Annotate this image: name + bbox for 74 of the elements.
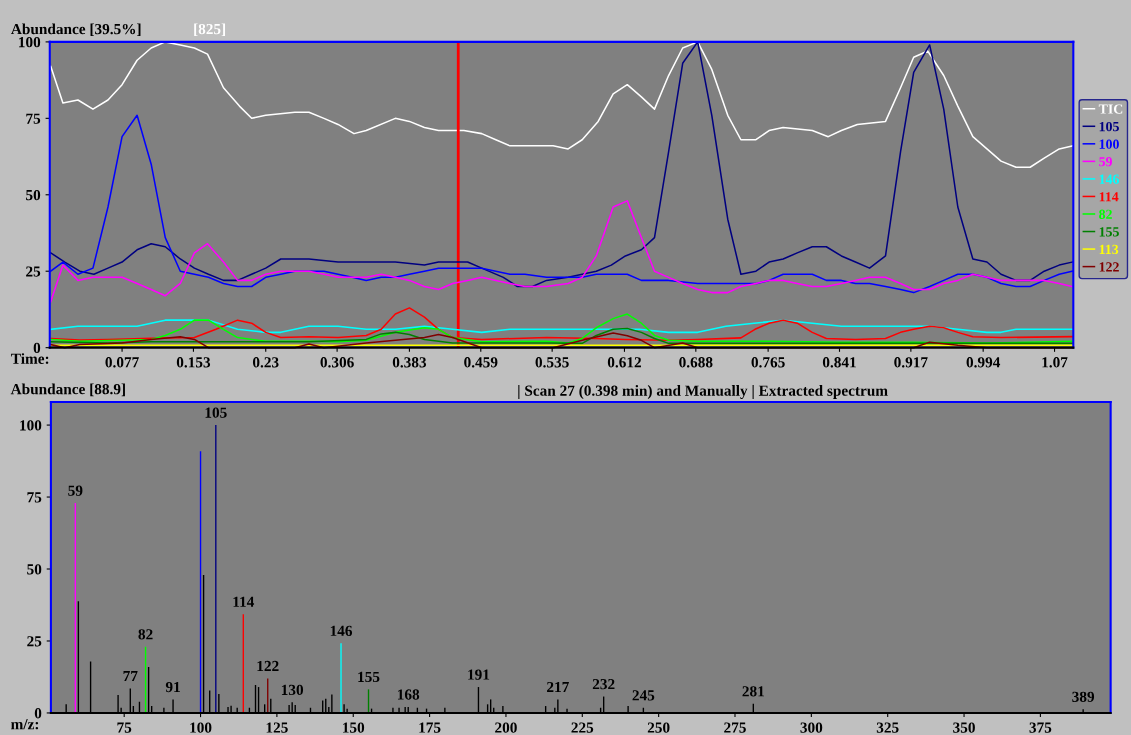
annotation: 59 <box>68 485 83 496</box>
legend-label: 113 <box>1099 244 1119 255</box>
x-tick-label: 125 <box>266 722 288 733</box>
y-tick-label: 50 <box>26 189 41 201</box>
y-tick-label: 75 <box>27 492 42 503</box>
annotation: 82 <box>138 629 153 640</box>
x-tick-label: 0.23 <box>252 357 279 368</box>
x-tick-label: 0.383 <box>392 357 427 368</box>
y-tick-label: 0 <box>33 342 41 354</box>
x-tick-label: 250 <box>647 722 670 733</box>
x-tick-label: 0.306 <box>320 357 354 368</box>
x-tick-label: 175 <box>419 722 441 733</box>
x-tick-label: 275 <box>724 722 746 733</box>
x-tick-label: 0.612 <box>607 357 641 368</box>
legend-label: 100 <box>1099 139 1119 149</box>
legend-label: 114 <box>1099 192 1119 202</box>
annotation: 105 <box>205 407 227 418</box>
x-tick-label: 0.994 <box>966 357 1001 368</box>
legend-label: 146 <box>1099 174 1120 184</box>
x-tick-label: 225 <box>571 722 594 733</box>
annotation: 155 <box>358 671 380 683</box>
y-tick-label: 0 <box>34 708 42 719</box>
x-tick-label: 150 <box>343 722 365 733</box>
annotation: 191 <box>468 669 490 680</box>
x-tick-label: 200 <box>495 722 517 733</box>
legend-label: 105 <box>1099 121 1119 132</box>
y-axis-title: Abundance [39.5%] <box>11 23 141 37</box>
chart-title: | Scan 27 (0.398 min) and Manually | Extracted spectrum <box>518 385 888 399</box>
x-tick-label: 100 <box>190 722 212 733</box>
x-tick-label: 350 <box>953 722 975 733</box>
x-tick-label: 1.07 <box>1042 357 1068 368</box>
y-tick-label: 100 <box>20 420 42 431</box>
line-series <box>49 319 1074 334</box>
annotation: 168 <box>397 689 420 700</box>
annotation: 91 <box>165 681 180 693</box>
annotation: 77 <box>123 671 138 682</box>
x-axis-title: Time: <box>11 353 49 364</box>
y-tick-label: 100 <box>19 37 41 48</box>
x-tick-label: 0.765 <box>751 357 785 368</box>
x-tick-label: 0.077 <box>105 357 139 368</box>
legend-label: 82 <box>1099 209 1112 219</box>
x-tick-label: 300 <box>800 722 823 733</box>
y-tick-label: 25 <box>26 266 41 277</box>
annotation: 245 <box>632 690 655 701</box>
annotation: 281 <box>742 686 764 697</box>
x-tick-label: 0.535 <box>535 357 569 368</box>
y-tick-label: 50 <box>27 564 42 575</box>
legend-label: 59 <box>1099 157 1112 167</box>
line-series <box>49 327 1074 345</box>
annotation: 122 <box>257 660 279 671</box>
line-series <box>49 200 1074 303</box>
annotation: 146 <box>330 625 353 637</box>
annotation: 232 <box>592 679 615 690</box>
y-tick-label: 25 <box>27 636 42 647</box>
legend-label: 122 <box>1099 262 1119 272</box>
x-tick-label: 0.841 <box>822 357 856 368</box>
annotation: 130 <box>281 684 304 696</box>
x-tick-label: 325 <box>876 722 899 733</box>
annotation: 114 <box>233 596 255 607</box>
legend-label: 155 <box>1099 227 1119 237</box>
y-tick-label: 75 <box>26 113 41 124</box>
x-tick-label: 0.688 <box>679 357 713 368</box>
legend-label: TIC <box>1098 104 1123 114</box>
line-series <box>49 313 1074 344</box>
annotation: 217 <box>547 681 569 692</box>
x-tick-label: 75 <box>117 722 132 733</box>
x-tick-label: 375 <box>1029 722 1052 733</box>
y-axis-title: Abundance [88.9] <box>10 383 125 397</box>
x-axis-title: m/z: <box>11 719 39 730</box>
x-tick-label: 0.459 <box>464 357 498 368</box>
text: [825] <box>194 23 226 37</box>
annotation: 389 <box>1072 691 1095 702</box>
x-tick-label: 0.153 <box>176 357 211 368</box>
x-tick-label: 0.917 <box>894 357 928 368</box>
